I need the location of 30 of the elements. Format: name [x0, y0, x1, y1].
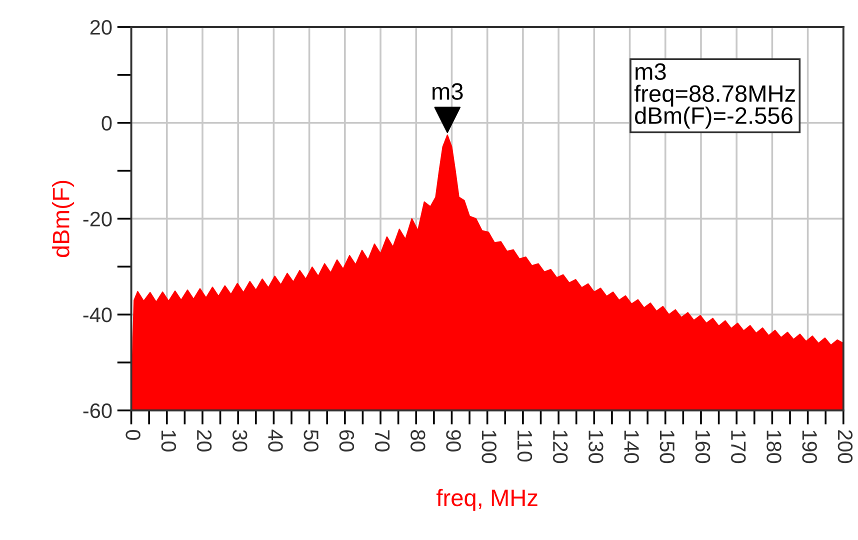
annotation: m3 freq=88.78MHz dBm(F)=-2.556: [634, 63, 795, 129]
y-tick-label: 20: [90, 20, 112, 35]
x-tick-label: 100: [482, 430, 497, 464]
x-tick-label: 200: [838, 430, 853, 464]
x-tick-label: 170: [731, 430, 746, 464]
y-tick-label: -40: [83, 308, 112, 322]
x-tick-label: 160: [695, 430, 710, 464]
x-tick-label: 20: [196, 430, 212, 452]
x-axis-title: freq, MHz: [436, 488, 538, 511]
x-tick-label: 70: [374, 430, 390, 452]
x-tick-label: 60: [339, 430, 354, 452]
x-tick-label: 10: [161, 430, 176, 452]
x-tick-label: 30: [232, 430, 248, 452]
x-tick-label: 190: [802, 430, 817, 464]
y-tick-label: -60: [83, 403, 112, 418]
x-tick-label: 40: [268, 430, 283, 452]
x-tick-label: 0: [126, 430, 140, 440]
x-tick-label: 180: [766, 430, 782, 464]
x-tick-label: 50: [304, 430, 318, 452]
y-tick-label: -20: [83, 212, 112, 226]
x-tick-label: 140: [624, 430, 639, 464]
y-axis-title: dBm(F): [52, 180, 74, 258]
y-tick-label: 0: [102, 116, 112, 131]
annotation: m3: [432, 83, 463, 100]
x-tick-label: 110: [517, 430, 532, 462]
x-tick-label: 80: [410, 430, 426, 452]
x-tick-label: 130: [588, 430, 604, 464]
x-tick-label: 150: [660, 430, 675, 464]
x-tick-label: 90: [446, 430, 461, 452]
x-tick-label: 120: [552, 430, 568, 464]
